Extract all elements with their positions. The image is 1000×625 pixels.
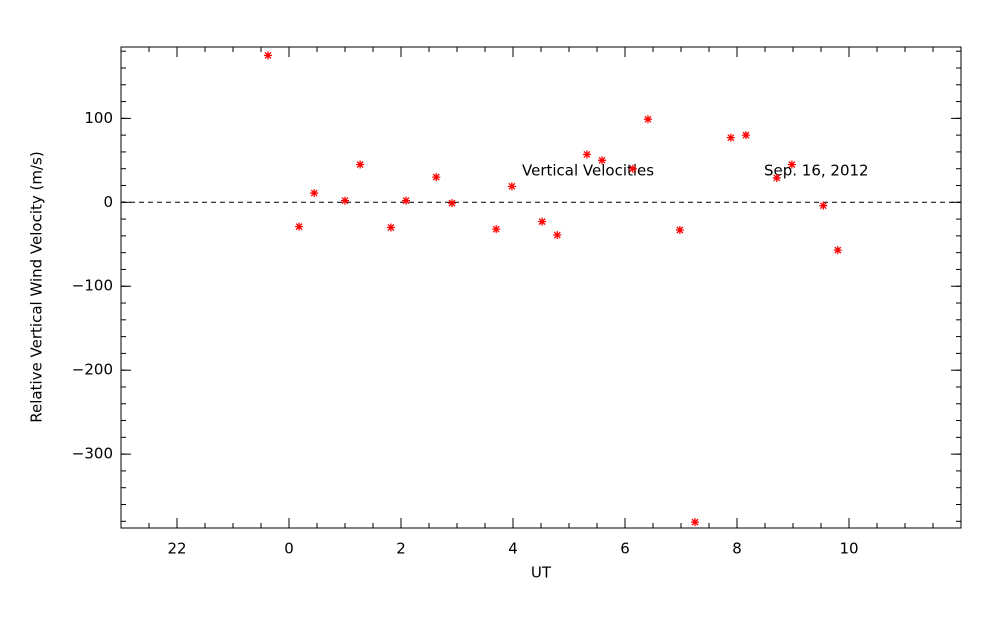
- data-point: [726, 133, 735, 142]
- data-point: [386, 223, 395, 232]
- data-point: [310, 189, 319, 198]
- data-point: [356, 160, 365, 169]
- y-tick-label: −300: [72, 445, 113, 463]
- data-point: [341, 196, 349, 205]
- data-point: [787, 160, 796, 169]
- data-point: [295, 222, 304, 231]
- plot-frame: [120, 46, 962, 529]
- data-point: [643, 115, 652, 124]
- data-point: [628, 164, 637, 173]
- y-axis-label: Relative Vertical Wind Velocity (m/s): [28, 151, 46, 422]
- data-point: [507, 182, 516, 191]
- data-point: [772, 173, 781, 182]
- data-point: [819, 201, 828, 210]
- y-tick-label: 100: [84, 109, 113, 127]
- x-tick-label: 8: [732, 540, 742, 558]
- y-tick-label: −100: [72, 277, 113, 295]
- data-point: [447, 199, 456, 208]
- x-tick-label: 6: [620, 540, 630, 558]
- data-point: [582, 150, 591, 159]
- data-point: [432, 173, 441, 182]
- data-point: [402, 196, 411, 205]
- annotation: Vertical Velocities: [522, 162, 654, 180]
- x-tick-label: 22: [167, 540, 186, 558]
- x-tick-label: 0: [284, 540, 294, 558]
- x-tick-label: 2: [396, 540, 406, 558]
- data-point: [598, 156, 607, 165]
- data-point: [675, 225, 684, 234]
- data-point: [264, 51, 272, 60]
- x-tick-label: 10: [839, 540, 858, 558]
- data-point: [553, 231, 562, 240]
- data-point: [741, 131, 750, 140]
- data-point: [833, 246, 842, 255]
- data-point: [538, 217, 547, 226]
- data-point: [492, 225, 501, 234]
- y-tick-label: 0: [103, 193, 113, 211]
- x-tick-label: 4: [508, 540, 518, 558]
- y-tick-label: −200: [72, 361, 113, 379]
- x-axis-label: UT: [531, 564, 552, 582]
- data-point: [691, 518, 699, 527]
- annotation: Sep. 16, 2012: [764, 162, 869, 180]
